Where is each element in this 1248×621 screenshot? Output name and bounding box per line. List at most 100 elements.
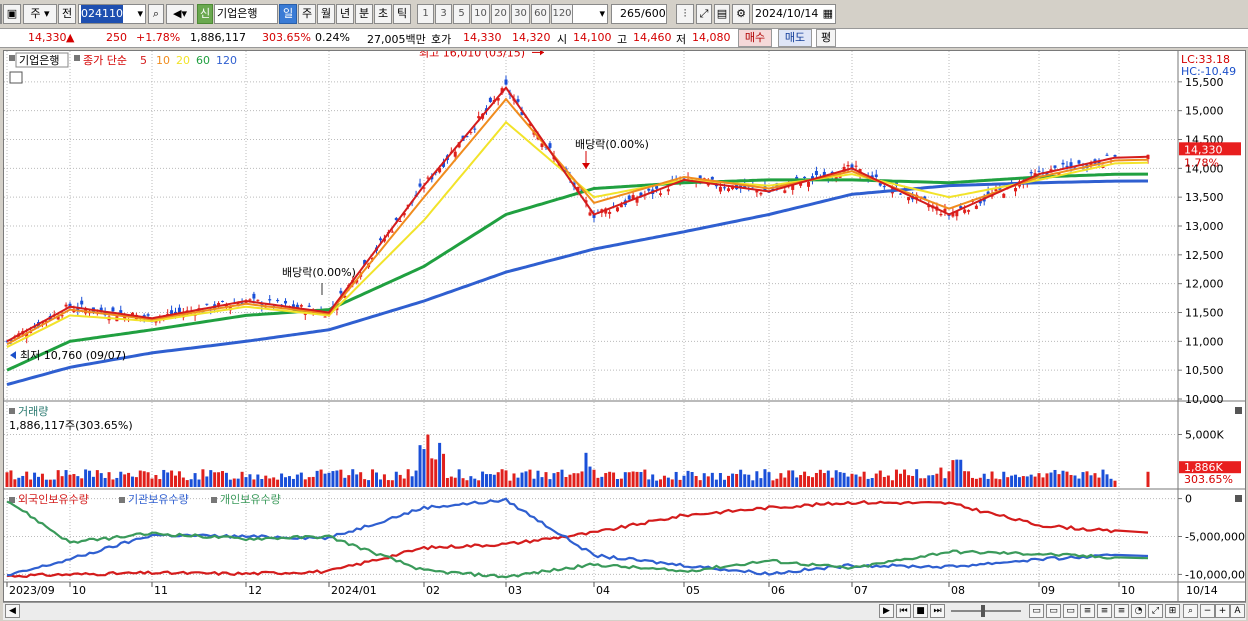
volume-bar xyxy=(731,473,735,487)
chart-area[interactable]: 15,500 15,000 14,500 14,000 13,500 13,000 12,5… xyxy=(3,46,1248,602)
ma-label: 종가 단순 xyxy=(83,54,127,67)
period-button-5[interactable]: 초 xyxy=(374,4,392,24)
turnover-percent: 0.24% xyxy=(315,31,350,44)
code-input[interactable]: 024110 ▾ xyxy=(78,4,146,24)
chart-canvas[interactable]: 15,50015,00014,50014,00013,50013,00012,5… xyxy=(4,46,1248,601)
candle-body xyxy=(473,128,477,130)
chart-type-icon-3[interactable]: ▭ xyxy=(1063,604,1078,618)
sell-button[interactable]: 매도 xyxy=(778,29,812,47)
volume-bar xyxy=(418,445,422,487)
chevron-down-icon[interactable]: ▾ xyxy=(137,7,143,20)
interval-button-7[interactable]: 120 xyxy=(551,4,573,24)
period-button-4[interactable]: 분 xyxy=(355,4,373,24)
volume-bar xyxy=(339,469,343,487)
magnifier-icon[interactable]: ⌕ xyxy=(1183,604,1198,618)
zoom-in-icon[interactable]: + xyxy=(1215,604,1230,618)
volume-bar xyxy=(647,479,651,487)
volume-bar xyxy=(21,475,25,487)
prev-button[interactable]: 전 xyxy=(58,4,76,24)
candle-body xyxy=(181,313,185,318)
candle-body xyxy=(834,176,838,180)
period-button-6[interactable]: 틱 xyxy=(393,4,411,24)
x-label-0: 2023/09 xyxy=(9,584,55,597)
interval-button-4[interactable]: 20 xyxy=(491,4,510,24)
candle-body xyxy=(402,213,406,216)
volume-bar xyxy=(442,453,446,487)
period-button-0[interactable]: 일 xyxy=(279,4,297,24)
holding-line-2 xyxy=(6,500,1149,579)
volume-panel-close-icon[interactable] xyxy=(1235,407,1242,414)
interval-button-6[interactable]: 60 xyxy=(531,4,550,24)
interval-input[interactable]: ▾ xyxy=(572,4,608,24)
market-label: 주 xyxy=(30,7,41,20)
save-icon[interactable]: ▤ xyxy=(714,4,730,24)
holding-panel-close-icon[interactable] xyxy=(1235,495,1242,502)
interval-button-3[interactable]: 10 xyxy=(471,4,490,24)
volume-bar xyxy=(907,475,911,487)
candle-body xyxy=(25,333,29,339)
forward-icon[interactable]: ⏭ xyxy=(930,604,945,618)
interval-button-0[interactable]: 1 xyxy=(417,4,434,24)
bid-label: 호가 xyxy=(431,33,452,46)
chart-type-icon-4[interactable]: ≡ xyxy=(1080,604,1095,618)
speaker-icon[interactable]: ◀︎▾ xyxy=(166,4,194,24)
chart-type-icon-5[interactable]: ≡ xyxy=(1097,604,1112,618)
chart-type-icon-8[interactable]: ⤢ xyxy=(1148,604,1163,618)
chart-type-icon-9[interactable]: ⊞ xyxy=(1165,604,1180,618)
scroll-left-icon[interactable]: ◀ xyxy=(5,604,20,618)
period-button-3[interactable]: 년 xyxy=(336,4,354,24)
interval-button-5[interactable]: 30 xyxy=(511,4,530,24)
volume-bar xyxy=(722,479,726,487)
grid-toggle-icon[interactable] xyxy=(9,71,23,84)
calendar-icon[interactable]: ▦ xyxy=(822,7,833,20)
volume-bar xyxy=(874,473,878,487)
volume-bar xyxy=(343,477,347,487)
stop-icon[interactable]: ■ xyxy=(913,604,928,618)
volume-bar xyxy=(1085,471,1089,487)
search-icon[interactable]: ⌕ xyxy=(148,4,164,24)
volume-bar xyxy=(228,479,232,487)
chart-type-icon-6[interactable]: ≡ xyxy=(1114,604,1129,618)
volume-bar xyxy=(639,472,643,487)
period-button-2[interactable]: 월 xyxy=(317,4,335,24)
zoom-slider[interactable] xyxy=(951,610,1021,612)
average-button[interactable]: 평 xyxy=(816,29,836,47)
volume-bar xyxy=(791,470,795,487)
count-field[interactable]: 265/600 xyxy=(611,4,667,24)
chevron-down-icon[interactable]: ▾ xyxy=(599,7,605,20)
scroll-right-icon[interactable]: ▶ xyxy=(879,604,894,618)
window-icon[interactable]: ▣ xyxy=(3,4,21,24)
chart-type-icon-1[interactable]: ▭ xyxy=(1029,604,1044,618)
rewind-icon[interactable]: ⏮ xyxy=(896,604,911,618)
market-select[interactable]: 주 ▾ xyxy=(23,4,57,24)
interval-button-2[interactable]: 5 xyxy=(453,4,470,24)
candle-body xyxy=(967,210,971,212)
volume-bar xyxy=(52,479,56,487)
stock-name-field[interactable]: 기업은행 xyxy=(214,4,278,24)
volume-ratio: 303.65% xyxy=(262,31,311,44)
period-button-1[interactable]: 주 xyxy=(298,4,316,24)
candle-body xyxy=(755,189,759,193)
volume-bar xyxy=(398,474,402,487)
interval-button-1[interactable]: 3 xyxy=(435,4,452,24)
x-label-11: 08 xyxy=(951,584,965,597)
chart-type-icon-2[interactable]: ▭ xyxy=(1046,604,1061,618)
candle-body xyxy=(635,198,639,203)
date-field[interactable]: 2024/10/14 ▦ xyxy=(752,4,836,24)
volume-bar xyxy=(830,477,834,487)
volume-bar xyxy=(209,470,213,487)
bottom-scrollbar[interactable]: ◀ ▶ ⏮ ■ ⏭ ▭ ▭ ▭ ≡ ≡ ≡ ◔ ⤢ ⊞ ⌕ − + A xyxy=(3,602,1246,620)
draw-icon[interactable]: ⤢ xyxy=(696,4,712,24)
gear-icon[interactable]: ⚙ xyxy=(732,4,750,24)
candle-body xyxy=(307,305,311,307)
candle-body xyxy=(882,186,886,188)
auto-scale-icon[interactable]: A xyxy=(1230,604,1245,618)
high-label: 고 xyxy=(617,33,628,46)
holding-legend-marker-1 xyxy=(119,497,125,503)
volume-bar xyxy=(755,471,759,487)
zoom-slider-handle[interactable] xyxy=(981,605,985,617)
indicator-icon[interactable]: ⫶ xyxy=(676,4,694,24)
zoom-out-icon[interactable]: − xyxy=(1200,604,1215,618)
buy-button[interactable]: 매수 xyxy=(738,29,772,47)
chart-type-icon-7[interactable]: ◔ xyxy=(1131,604,1146,618)
